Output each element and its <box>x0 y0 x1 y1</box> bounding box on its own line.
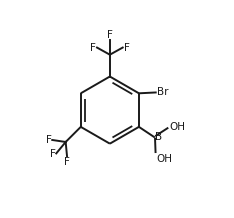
Text: Br: Br <box>157 87 168 97</box>
Text: F: F <box>50 149 56 159</box>
Text: F: F <box>64 157 70 167</box>
Text: F: F <box>124 43 129 53</box>
Text: B: B <box>155 132 162 142</box>
Text: F: F <box>90 43 96 53</box>
Text: F: F <box>46 135 51 145</box>
Text: F: F <box>107 30 113 40</box>
Text: OH: OH <box>169 122 185 132</box>
Text: OH: OH <box>156 154 172 164</box>
